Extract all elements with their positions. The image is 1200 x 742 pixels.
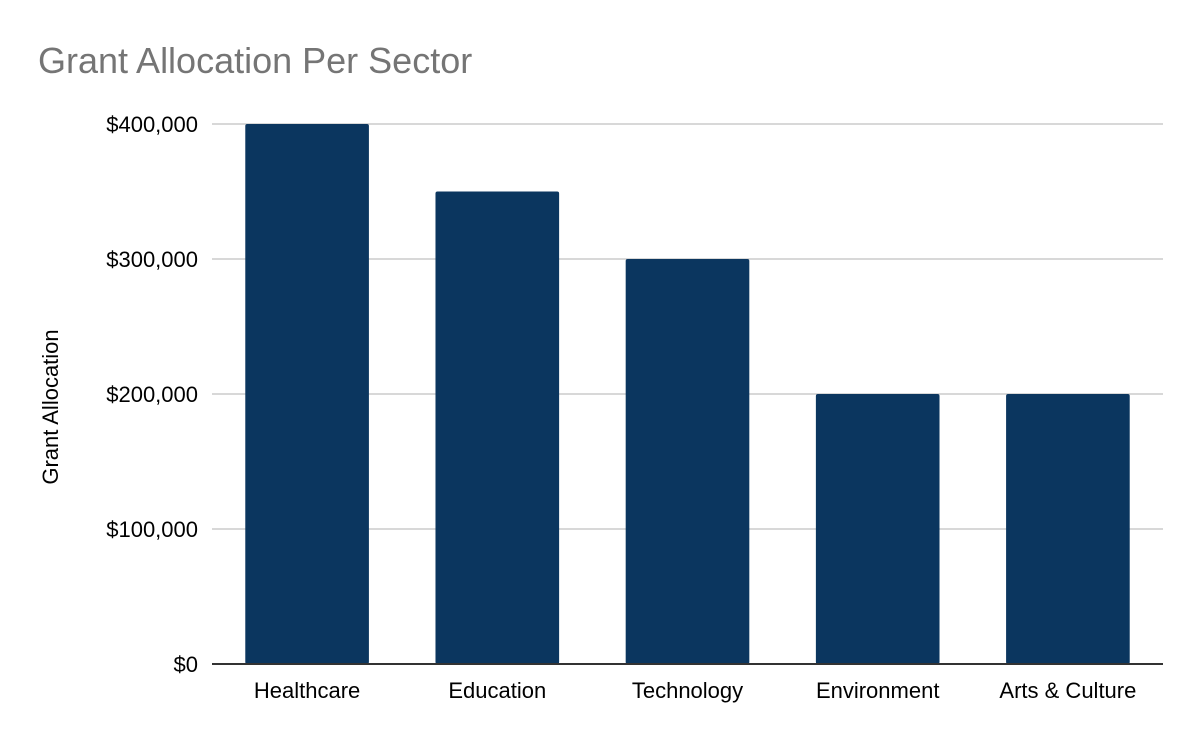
x-tick-label: Education — [448, 678, 546, 703]
x-tick-label: Healthcare — [254, 678, 360, 703]
y-tick-label: $200,000 — [106, 382, 198, 407]
bar — [815, 394, 940, 664]
x-tick-label: Technology — [632, 678, 743, 703]
x-tick-label: Arts & Culture — [999, 678, 1136, 703]
y-tick-label: $400,000 — [106, 112, 198, 137]
tick-labels: $0 $100,000 $200,000 $300,000 $400,000 Health… — [106, 112, 1136, 703]
bar — [625, 259, 750, 664]
bar — [1006, 394, 1130, 664]
bars — [245, 124, 1130, 664]
y-tick-label: $0 — [174, 652, 198, 677]
y-axis-title: Grant Allocation — [38, 329, 63, 484]
y-tick-label: $100,000 — [106, 517, 198, 542]
bar — [435, 191, 560, 664]
chart-title: Grant Allocation Per Sector — [38, 40, 473, 81]
bar — [245, 124, 369, 664]
x-tick-label: Environment — [816, 678, 940, 703]
y-tick-label: $300,000 — [106, 247, 198, 272]
